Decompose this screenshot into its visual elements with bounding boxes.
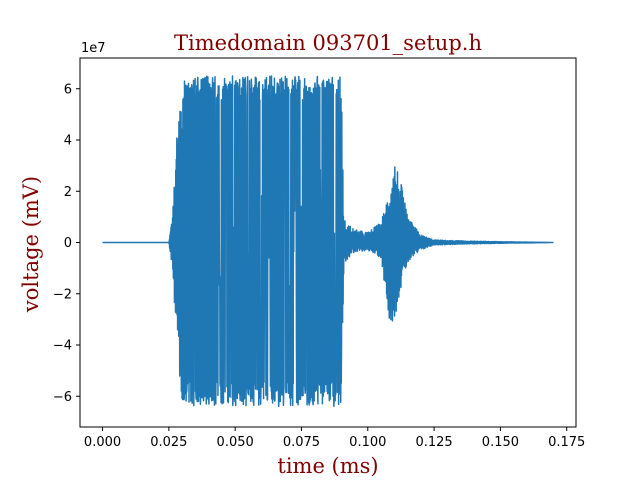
x-tick-label: 0.050 bbox=[217, 435, 254, 450]
x-tick-label: 0.025 bbox=[150, 435, 187, 450]
chart-title: Timedomain 093701_setup.h bbox=[174, 31, 482, 55]
x-axis-label: time (ms) bbox=[277, 454, 378, 478]
x-axis-ticks: 0.000 0.025 0.050 0.075 0.100 0.125 0.150 0.175 bbox=[84, 427, 585, 450]
y-tick-label: 0 bbox=[64, 236, 72, 251]
y-tick-label: 6 bbox=[64, 82, 72, 97]
x-tick-label: 0.125 bbox=[415, 435, 452, 450]
y-tick-label: −6 bbox=[53, 390, 72, 405]
y-axis-multiplier: 1e7 bbox=[81, 41, 106, 56]
y-tick-label: −4 bbox=[53, 339, 72, 354]
x-tick-label: 0.175 bbox=[548, 435, 585, 450]
y-axis-ticks: −6 −4 −2 0 2 4 6 bbox=[53, 82, 80, 405]
x-tick-label: 0.000 bbox=[84, 435, 121, 450]
x-tick-label: 0.150 bbox=[482, 435, 519, 450]
series-voltage bbox=[102, 75, 554, 408]
x-tick-label: 0.075 bbox=[283, 435, 320, 450]
y-tick-label: 4 bbox=[64, 134, 72, 149]
x-tick-label: 0.100 bbox=[349, 435, 386, 450]
y-axis-label: voltage (mV) bbox=[19, 176, 43, 313]
voltage-line bbox=[102, 75, 554, 408]
y-tick-label: −2 bbox=[53, 287, 72, 302]
y-tick-label: 2 bbox=[64, 185, 72, 200]
